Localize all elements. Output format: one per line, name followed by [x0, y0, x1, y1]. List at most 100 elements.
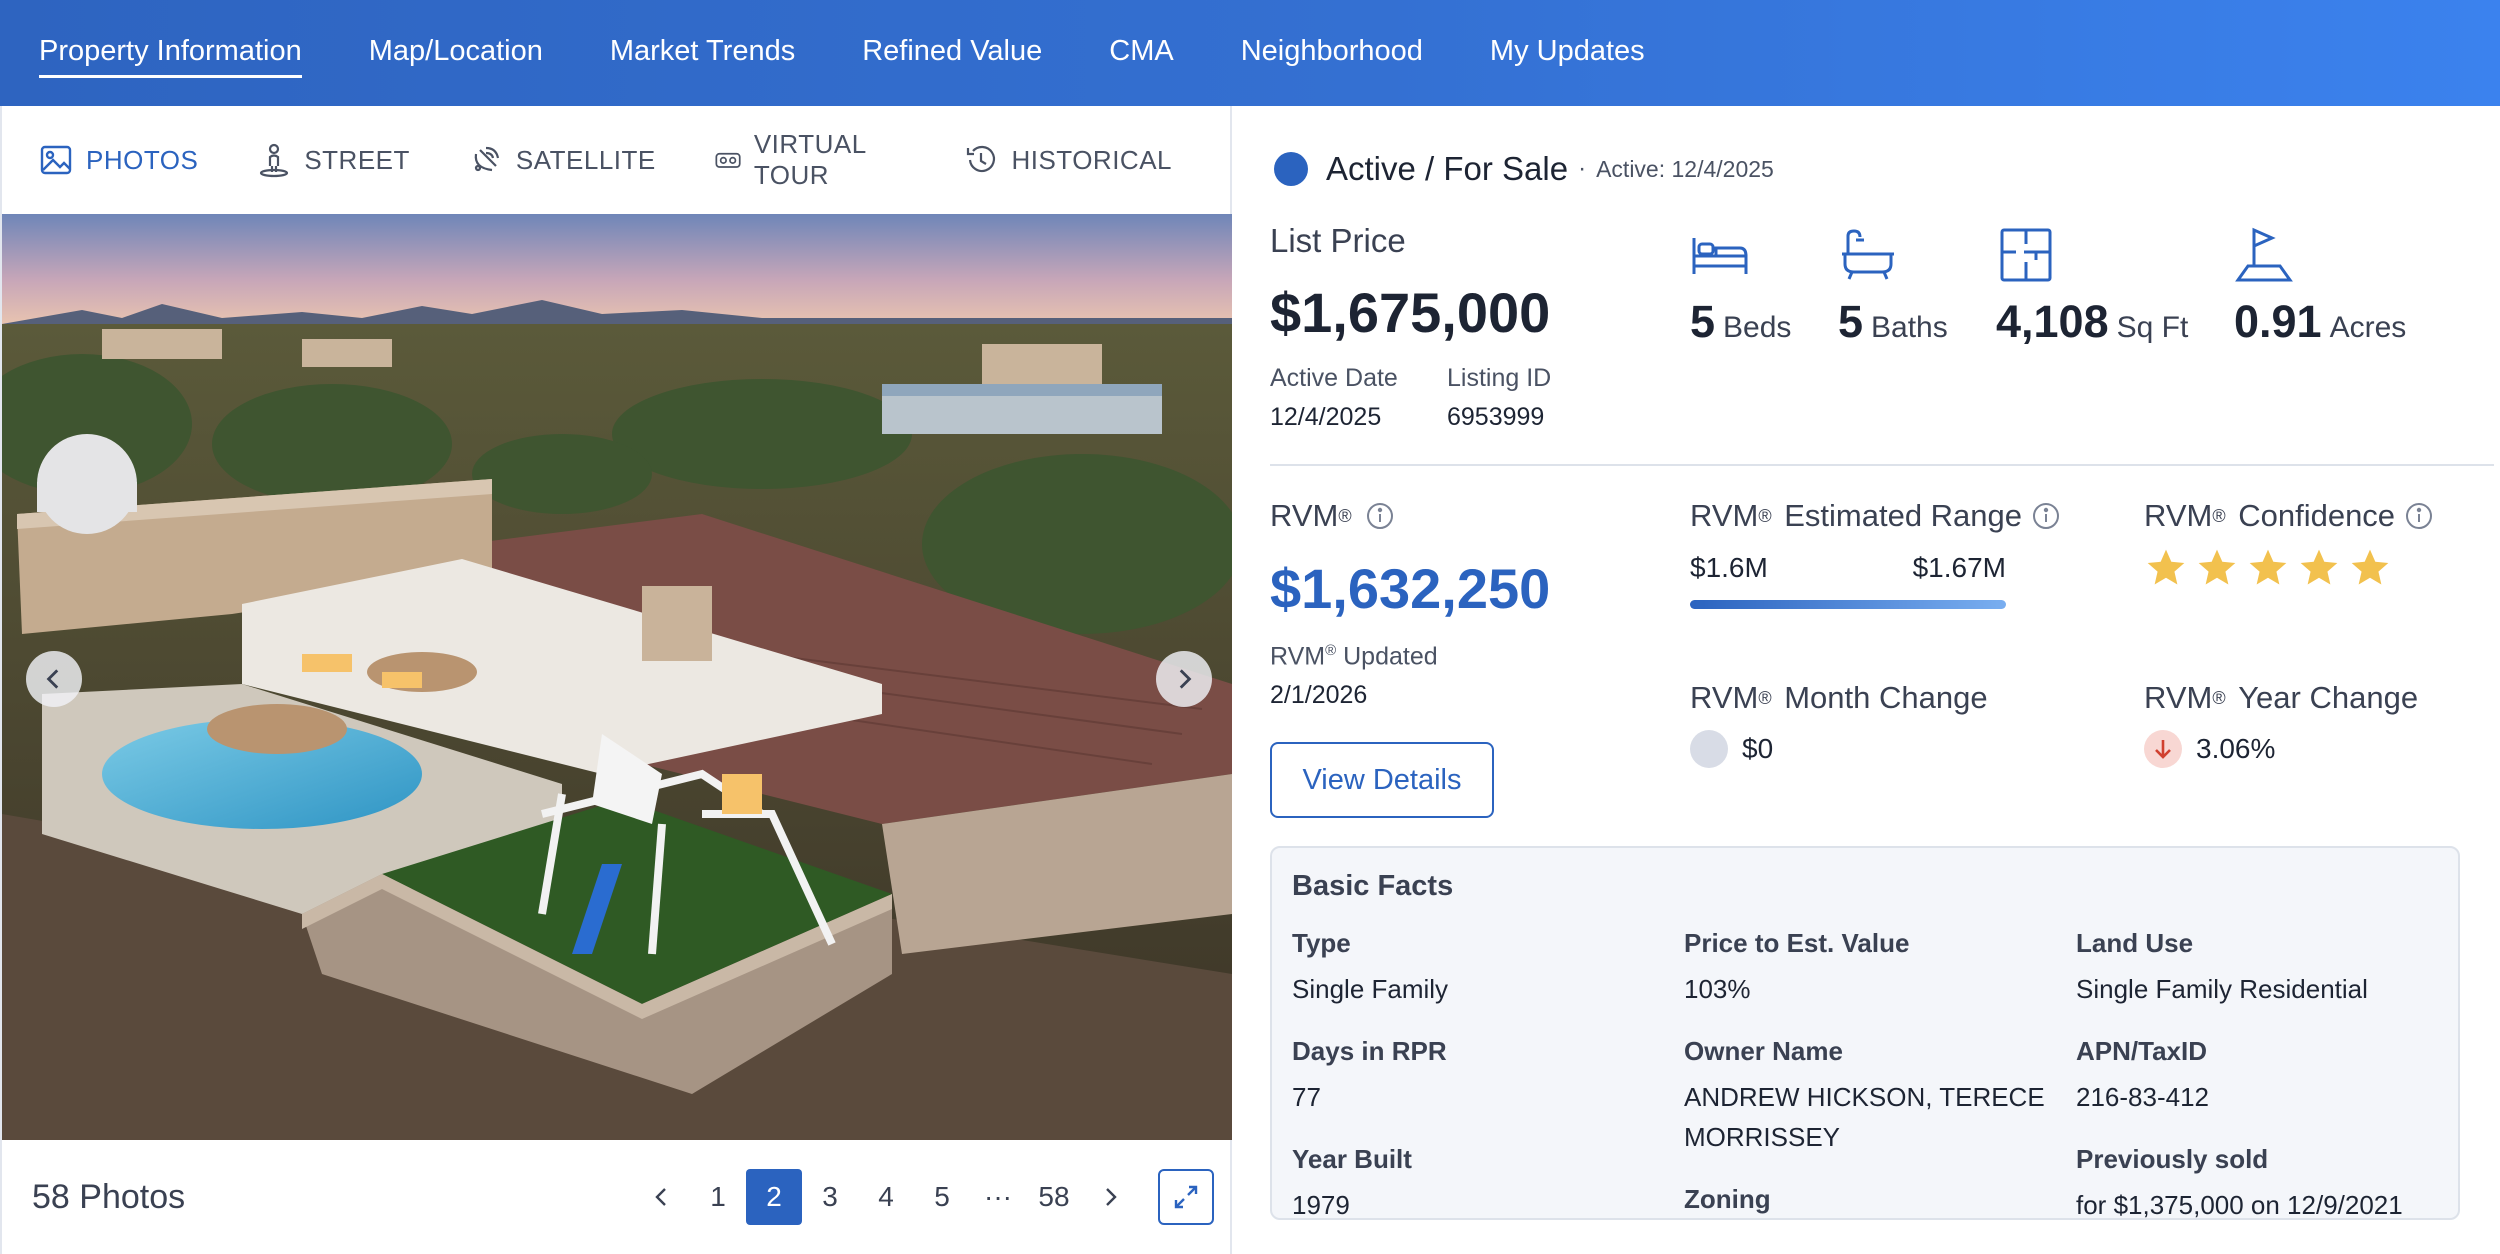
tab-street[interactable]: STREET — [256, 142, 410, 178]
star-icon — [2249, 549, 2287, 585]
photo-pager: 1 2 3 4 5 ··· 58 — [634, 1140, 1214, 1254]
fact-zoning-label: Zoning — [1684, 1184, 1771, 1214]
fact-year-built-label: Year Built — [1292, 1144, 1412, 1174]
rvm-updated-block: RVM® Updated 2/1/2026 — [1270, 642, 1438, 710]
fact-zoning: Zoning — [1684, 1184, 2064, 1215]
pager-page-58[interactable]: 58 — [1038, 1181, 1070, 1212]
fact-days: Days in RPR 77 — [1292, 1036, 1672, 1117]
lot-flag-icon — [2235, 227, 2293, 282]
tab-virtual-tour-label: VIRTUAL TOUR — [753, 129, 866, 190]
pager-page-5[interactable]: 5 — [934, 1181, 950, 1212]
active-date-block: Active Date 12/4/2025 — [1270, 364, 1398, 432]
year-change-label-text: Year Change — [2238, 680, 2419, 715]
status-active-date: Active: 12/4/2025 — [1596, 155, 1774, 182]
nav-market-trends[interactable]: Market Trends — [609, 34, 796, 67]
rvm-label: RVM ® — [1270, 498, 1394, 534]
property-photo[interactable] — [2, 214, 1232, 1140]
range-low: $1.6M — [1690, 552, 1768, 583]
pager-next-button[interactable] — [1082, 1169, 1138, 1225]
expand-icon — [1174, 1185, 1198, 1209]
active-date-label: Active Date — [1270, 364, 1398, 392]
media-panel: PHOTOS STREET SATELLITE VIRTUAL TOUR HIS… — [0, 106, 1232, 1254]
pager-prev-button[interactable] — [634, 1169, 690, 1225]
info-icon[interactable] — [2405, 502, 2433, 530]
list-price: $1,675,000 — [1270, 281, 1551, 344]
beds-unit: Beds — [1723, 311, 1792, 344]
section-divider — [1270, 464, 2494, 466]
fact-land-use: Land Use Single Family Residential — [2076, 928, 2456, 1009]
nav-map-location[interactable]: Map/Location — [368, 34, 543, 67]
star-icon — [2351, 549, 2389, 585]
fact-prev-sold-value: for $1,375,000 on 12/9/2021 — [2076, 1190, 2403, 1220]
chevron-right-icon — [1106, 1188, 1117, 1206]
status-dot — [1274, 152, 1308, 186]
fact-apn: APN/TaxID 216-83-412 — [2076, 1036, 2456, 1117]
photo-footer: 58 Photos 1 2 3 4 5 ··· 58 — [2, 1140, 1232, 1254]
month-change-value: $0 — [1742, 733, 1774, 764]
active-date-value: 12/4/2025 — [1270, 403, 1382, 431]
view-details-button[interactable]: View Details — [1270, 742, 1494, 818]
rvm-reg: ® — [1338, 505, 1352, 526]
neutral-indicator-icon — [1690, 730, 1728, 768]
rvm-value: $1,632,250 — [1270, 557, 1551, 620]
photo-prev-button[interactable] — [26, 651, 82, 707]
rvm-confidence-label: RVM ® Confidence — [2144, 498, 2433, 534]
fact-land-use-label: Land Use — [2076, 928, 2194, 958]
nav-property-information[interactable]: Property Information — [39, 29, 302, 78]
info-icon[interactable] — [2032, 502, 2060, 530]
nav-refined-value[interactable]: Refined Value — [862, 34, 1043, 67]
fullscreen-button[interactable] — [1158, 1169, 1214, 1225]
fact-price-est-value: 103% — [1684, 974, 1751, 1004]
street-person-icon — [260, 143, 289, 178]
fact-year-built: Year Built 1979 — [1292, 1144, 1672, 1220]
nav-my-updates[interactable]: My Updates — [1489, 34, 1645, 67]
nav-cma[interactable]: CMA — [1109, 34, 1174, 67]
pager-page-2[interactable]: 2 — [746, 1169, 802, 1225]
pager-ellipsis: ··· — [984, 1181, 1012, 1212]
tab-satellite-label: SATELLITE — [515, 144, 656, 175]
pager-page-4[interactable]: 4 — [878, 1181, 894, 1212]
info-icon[interactable] — [1366, 502, 1394, 530]
basic-facts-title: Basic Facts — [1292, 870, 1454, 902]
estimated-range-bar — [1690, 600, 2006, 609]
photo-next-button[interactable] — [1156, 651, 1212, 707]
fact-owner: Owner Name ANDREW HICKSON, TERECE MORRIS… — [1684, 1036, 2064, 1157]
status-label: Active / For Sale — [1326, 150, 1569, 187]
spec-beds: 5 Beds — [1690, 226, 1791, 348]
property-details-panel: Active / For Sale · Active: 12/4/2025 Li… — [1234, 106, 2500, 1254]
tab-photos-label: PHOTOS — [86, 144, 199, 175]
tab-photos[interactable]: PHOTOS — [38, 142, 198, 178]
fact-prev-sold: Previously sold for $1,375,000 on 12/9/2… — [2076, 1144, 2456, 1220]
nav-neighborhood[interactable]: Neighborhood — [1240, 34, 1423, 67]
rvm-updated-label: RVM® Updated — [1270, 642, 1438, 671]
fact-land-use-value: Single Family Residential — [2076, 974, 2368, 1004]
confidence-label-text: Confidence — [2238, 498, 2396, 533]
pager-page-3[interactable]: 3 — [822, 1181, 838, 1212]
fact-days-label: Days in RPR — [1292, 1036, 1447, 1066]
pager-page-1[interactable]: 1 — [710, 1181, 726, 1212]
tab-virtual-tour[interactable]: VIRTUAL TOUR — [714, 129, 906, 191]
beds-value: 5 — [1690, 296, 1716, 347]
fact-apn-label: APN/TaxID — [2076, 1036, 2207, 1066]
fact-prev-sold-label: Previously sold — [2076, 1144, 2269, 1174]
image-icon — [40, 145, 72, 175]
tab-historical[interactable]: HISTORICAL — [963, 142, 1172, 178]
year-change: 3.06% — [2144, 730, 2275, 768]
status-separator: · — [1578, 155, 1587, 182]
listing-id-value: 6953999 — [1447, 403, 1545, 431]
acres-unit: Acres — [2329, 311, 2407, 344]
tab-satellite[interactable]: SATELLITE — [468, 142, 656, 178]
rvm-estimated-range-label: RVM ® Estimated Range — [1690, 498, 2060, 534]
basic-facts-card: Basic Facts Type Single Family Price to … — [1270, 846, 2460, 1220]
confidence-stars — [2144, 546, 2399, 590]
fact-year-built-value: 1979 — [1292, 1190, 1350, 1220]
baths-unit: Baths — [1871, 311, 1948, 344]
fact-type-value: Single Family — [1292, 974, 1449, 1004]
chevron-left-icon — [655, 1188, 666, 1206]
star-icon — [2198, 549, 2236, 585]
satellite-icon — [474, 146, 499, 172]
rvm-month-change-label: RVM ® Month Change — [1690, 680, 1988, 715]
year-change-value: 3.06% — [2196, 733, 2276, 764]
listing-id-block: Listing ID 6953999 — [1447, 364, 1551, 432]
property-photo-image — [2, 214, 1232, 1140]
